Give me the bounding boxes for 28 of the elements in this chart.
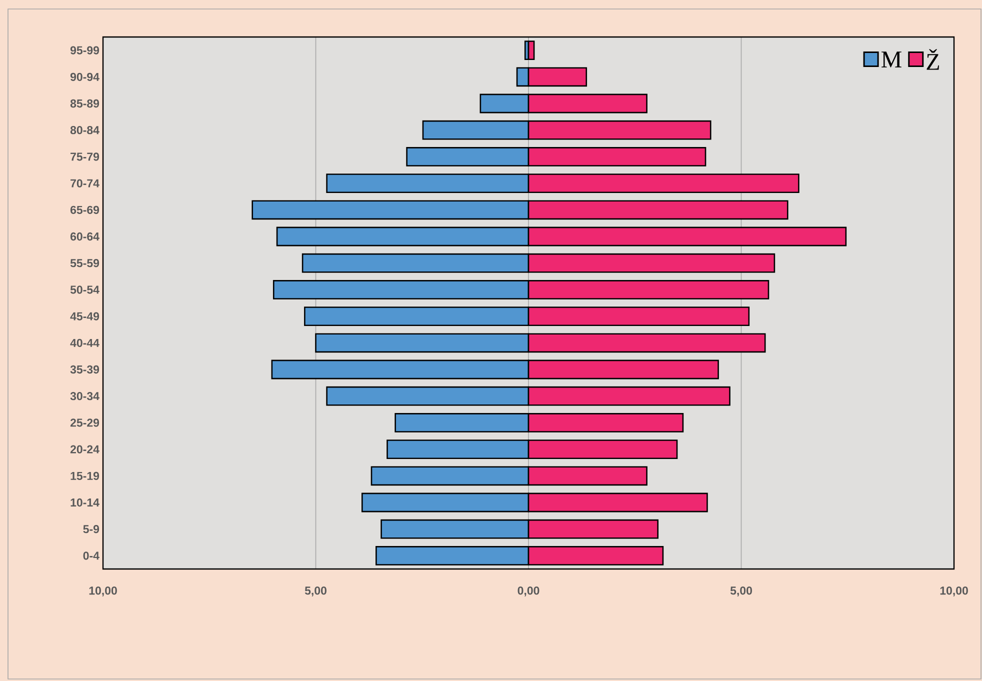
y-tick-label: 15-19 (70, 472, 100, 480)
y-tick-label: 60-64 (70, 232, 100, 241)
y-tick-label: 90-94 (70, 72, 100, 81)
y-tick-label: 40-44 (70, 338, 100, 347)
y-tick-label: 70-74 (70, 179, 100, 188)
y-tick-label: 45-49 (70, 312, 100, 320)
x-tick-label: 0,00 (518, 586, 540, 596)
x-tick-label: 5,00 (730, 586, 752, 596)
legend-label: Ž (926, 49, 939, 70)
x-tick-label: 10,00 (89, 586, 117, 596)
bar (528, 40, 535, 60)
y-tick-label: 0-4 (83, 552, 100, 560)
y-tick-label: 65-69 (70, 206, 100, 214)
x-tick-label: 10,00 (940, 586, 968, 596)
y-tick-label: 35-39 (70, 365, 100, 374)
y-tick-label: 20-24 (70, 445, 100, 454)
y-tick-label: 95-99 (70, 46, 100, 54)
legend-label: M (881, 52, 902, 68)
y-tick-label: 85-89 (70, 99, 100, 108)
y-tick-label: 80-84 (70, 126, 100, 134)
y-tick-label: 25-29 (70, 418, 100, 427)
x-tick-label: 5,00 (304, 586, 326, 596)
y-tick-label: 30-34 (70, 392, 100, 400)
y-tick-label: 55-59 (70, 259, 100, 268)
y-tick-label: 50-54 (70, 286, 100, 294)
y-tick-label: 75-79 (70, 152, 100, 161)
y-tick-label: 10-14 (70, 498, 100, 507)
y-tick-label: 5-9 (83, 525, 100, 534)
